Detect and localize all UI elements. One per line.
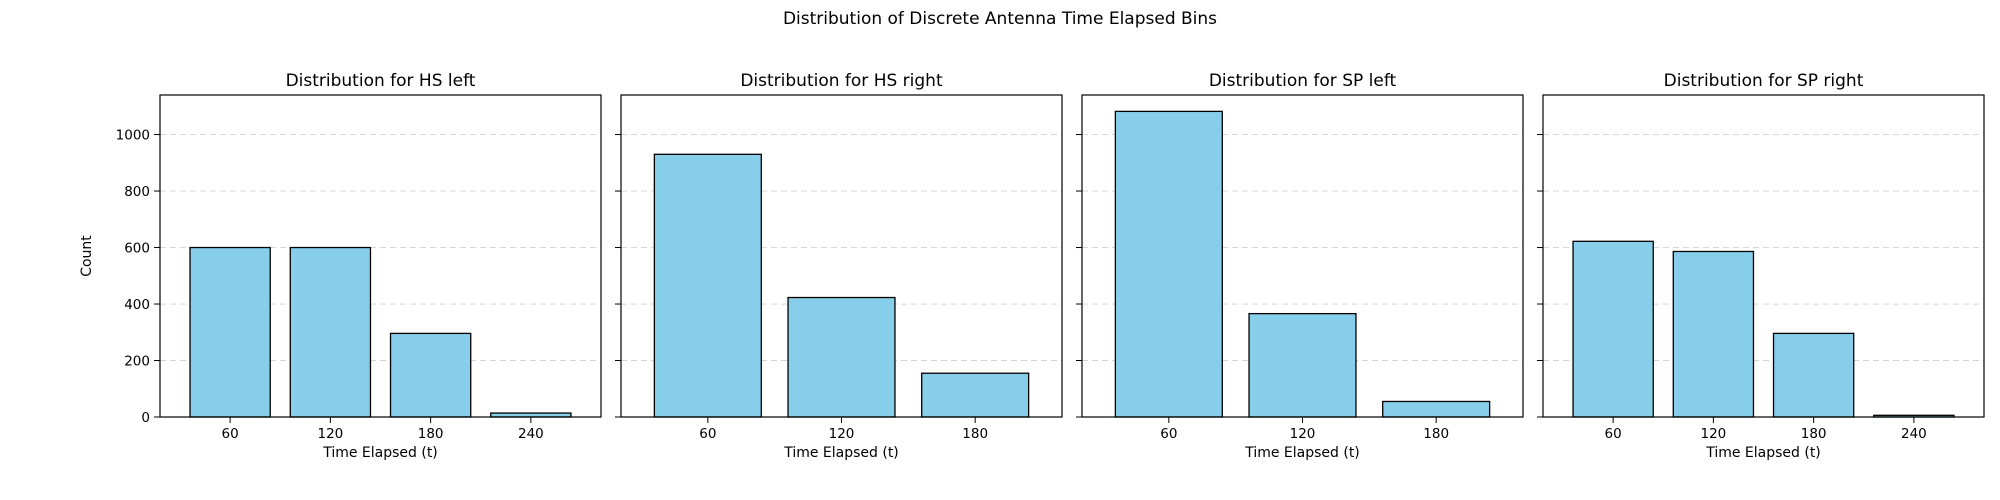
chart-panel-2: 60 120 180 Distribution for HS right Time El… xyxy=(615,71,1063,461)
x-tick-label: 120 xyxy=(1290,426,1316,442)
bar-120 xyxy=(1248,312,1357,418)
panel-title: Distribution for SP right xyxy=(1664,71,1864,91)
chart-panel-4: 60 120 180 240 Distribution for SP right Time… xyxy=(1537,71,1985,461)
chart-panel-3: 60 120 180 Distribution for SP left Time Ela… xyxy=(1076,71,1524,461)
panels: 0 200 400 600 800 1000 60 120 180 240 Distribution… xyxy=(79,71,1985,461)
bar-120 xyxy=(1672,250,1755,418)
y-tick-label: 800 xyxy=(124,184,150,200)
x-tick-label: 60 xyxy=(1160,426,1177,442)
panel-title: Distribution for HS right xyxy=(740,71,943,91)
bar-120 xyxy=(787,296,896,418)
plot-frame xyxy=(159,94,602,418)
x-tick-label: 60 xyxy=(699,426,716,442)
bar-180 xyxy=(389,332,472,418)
panel-title: Distribution for SP left xyxy=(1209,71,1397,91)
x-tick-label: 120 xyxy=(1700,426,1726,442)
y-tick-label: 200 xyxy=(124,354,150,370)
x-tick-label: 240 xyxy=(518,426,544,442)
bar-180 xyxy=(1772,332,1855,418)
chart-panel-1: 0 200 400 600 800 1000 60 120 180 240 Distribution… xyxy=(79,71,602,461)
figure-title: Distribution of Discrete Antenna Time El… xyxy=(783,9,1217,29)
bar-180 xyxy=(921,372,1030,418)
y-tick-label: 600 xyxy=(124,241,150,257)
plot-frame xyxy=(1542,94,1985,418)
x-tick-label: 240 xyxy=(1901,426,1927,442)
x-tick-label: 60 xyxy=(1605,426,1622,442)
x-tick-label: 60 xyxy=(222,426,239,442)
bar-60 xyxy=(1572,240,1654,418)
x-axis-label: Time Elapsed (t) xyxy=(783,445,899,461)
x-axis-label: Time Elapsed (t) xyxy=(1705,445,1821,461)
bar-180 xyxy=(1382,400,1491,418)
y-tick-label: 1000 xyxy=(116,128,150,144)
y-axis-label: Count xyxy=(79,235,95,277)
x-tick-label: 180 xyxy=(418,426,444,442)
y-tick-label: 400 xyxy=(124,297,150,313)
x-tick-label: 180 xyxy=(1801,426,1827,442)
x-axis-label: Time Elapsed (t) xyxy=(1244,445,1360,461)
bar-120 xyxy=(289,246,372,418)
x-tick-label: 180 xyxy=(962,426,988,442)
panel-title: Distribution for HS left xyxy=(286,71,476,91)
bar-60 xyxy=(1114,110,1223,418)
plot-frame xyxy=(1081,94,1524,418)
plot-frame xyxy=(620,94,1063,418)
x-axis-label: Time Elapsed (t) xyxy=(322,445,438,461)
x-tick-label: 120 xyxy=(317,426,343,442)
x-tick-label: 180 xyxy=(1423,426,1449,442)
x-tick-label: 120 xyxy=(829,426,855,442)
bar-60 xyxy=(653,153,762,418)
bar-60 xyxy=(189,246,271,418)
y-tick-label: 0 xyxy=(141,410,150,426)
